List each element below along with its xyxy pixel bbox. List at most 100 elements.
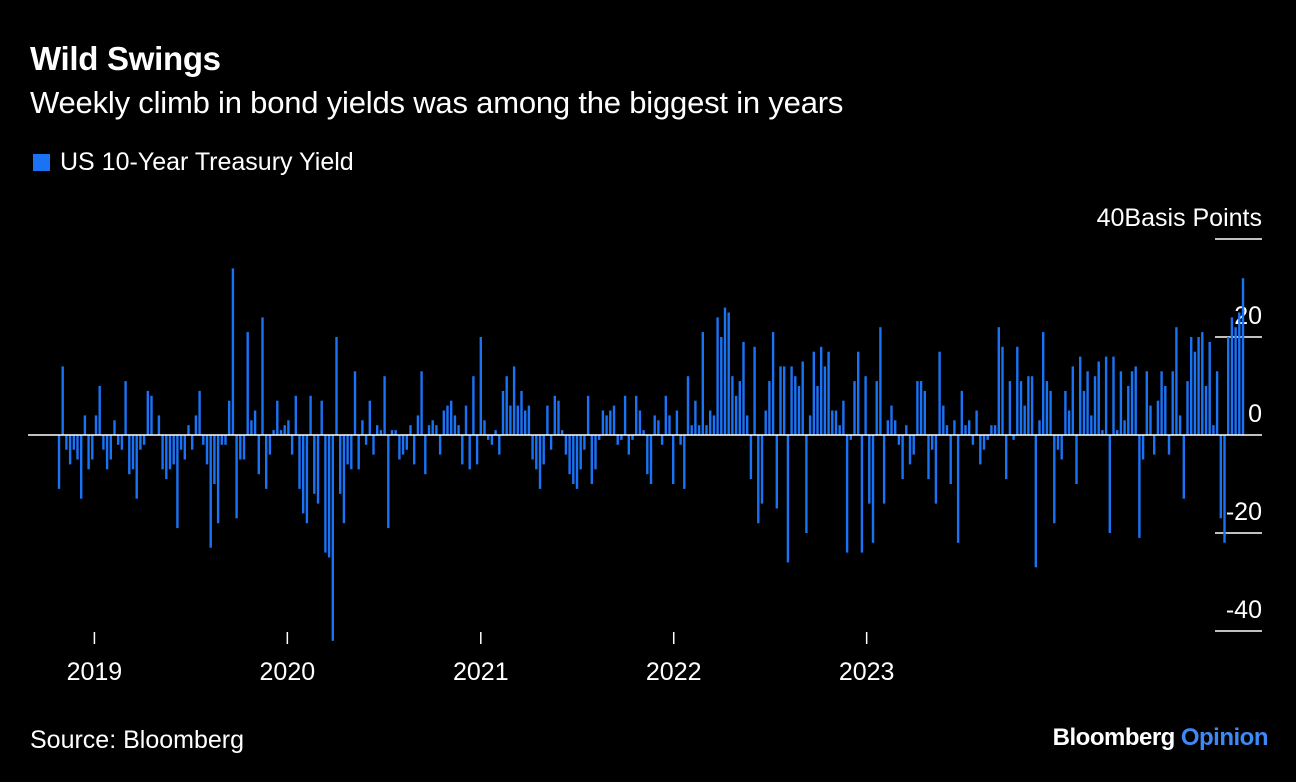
bar — [1227, 337, 1230, 435]
bar — [464, 405, 468, 435]
bar — [908, 435, 912, 465]
bar — [242, 435, 246, 460]
bars — [57, 268, 1245, 641]
bar — [1230, 317, 1234, 435]
bar — [1208, 341, 1211, 435]
bar — [179, 435, 183, 450]
bar — [820, 346, 823, 435]
bar — [387, 435, 390, 529]
legend: US 10-Year Treasury Yield — [33, 148, 354, 177]
bar — [394, 430, 397, 435]
bar — [361, 420, 364, 435]
bar — [927, 435, 930, 480]
bar — [642, 430, 645, 435]
bar — [72, 435, 75, 450]
bar — [61, 366, 64, 435]
bar — [875, 381, 878, 435]
bar — [1197, 337, 1200, 435]
bar — [194, 415, 198, 435]
bar — [113, 420, 116, 435]
bar — [912, 435, 915, 455]
bar — [216, 435, 220, 524]
bar — [1075, 435, 1078, 484]
bar — [146, 390, 149, 435]
bar — [1186, 381, 1189, 435]
bar — [864, 376, 867, 435]
bar — [897, 435, 901, 445]
bar — [1067, 410, 1071, 435]
bar — [309, 395, 312, 435]
bar — [1145, 371, 1148, 435]
bar — [213, 435, 216, 484]
bar — [831, 410, 834, 435]
bar — [609, 410, 612, 435]
bar — [490, 435, 494, 445]
bar — [483, 420, 486, 435]
bar — [635, 395, 638, 435]
bar — [627, 435, 630, 455]
bar — [986, 435, 989, 440]
bar — [1086, 371, 1089, 435]
bar — [172, 435, 175, 465]
bar — [453, 415, 457, 435]
bar — [701, 332, 704, 435]
bar — [1171, 371, 1174, 435]
bar — [879, 327, 882, 435]
bar — [672, 435, 675, 484]
bar — [886, 420, 889, 435]
bar — [842, 400, 845, 435]
bar — [679, 435, 682, 445]
bar — [346, 435, 349, 465]
bar — [768, 381, 771, 435]
bar — [919, 381, 923, 435]
bar — [905, 425, 908, 435]
bar — [1049, 390, 1052, 435]
bar — [120, 435, 124, 450]
bar — [945, 425, 949, 435]
bar — [302, 435, 305, 514]
bar — [1101, 430, 1104, 435]
brand-opinion: Opinion — [1180, 724, 1269, 751]
bar — [353, 371, 357, 435]
bar — [720, 337, 723, 435]
bar — [868, 435, 871, 504]
bar — [457, 425, 460, 435]
bar — [738, 381, 741, 435]
source-note: Source: Bloomberg — [30, 726, 245, 754]
bar — [246, 332, 249, 435]
bar — [313, 435, 316, 494]
bar — [57, 435, 61, 489]
bar — [845, 435, 849, 553]
bar — [579, 435, 582, 470]
bar — [261, 317, 264, 435]
bar — [631, 435, 634, 440]
bar — [779, 366, 782, 435]
bar — [746, 415, 749, 435]
bar — [487, 435, 490, 440]
bar — [1193, 351, 1197, 435]
bar — [1212, 425, 1215, 435]
bar — [923, 390, 926, 435]
bar — [1190, 337, 1193, 435]
bar — [139, 435, 142, 450]
bar — [572, 435, 575, 484]
bar — [849, 435, 852, 440]
bar — [335, 337, 338, 435]
bar — [168, 435, 172, 470]
bar — [993, 425, 997, 435]
bar — [209, 435, 212, 548]
bar — [668, 415, 671, 435]
bar — [697, 425, 701, 435]
bar — [298, 435, 301, 489]
bar — [827, 351, 830, 435]
bar — [472, 376, 475, 435]
bar — [686, 376, 690, 435]
bar — [860, 435, 864, 553]
bar — [649, 435, 653, 484]
bar — [712, 415, 716, 435]
bar — [705, 425, 708, 435]
bar — [376, 425, 379, 435]
bar — [1064, 390, 1067, 435]
bar — [461, 435, 464, 465]
